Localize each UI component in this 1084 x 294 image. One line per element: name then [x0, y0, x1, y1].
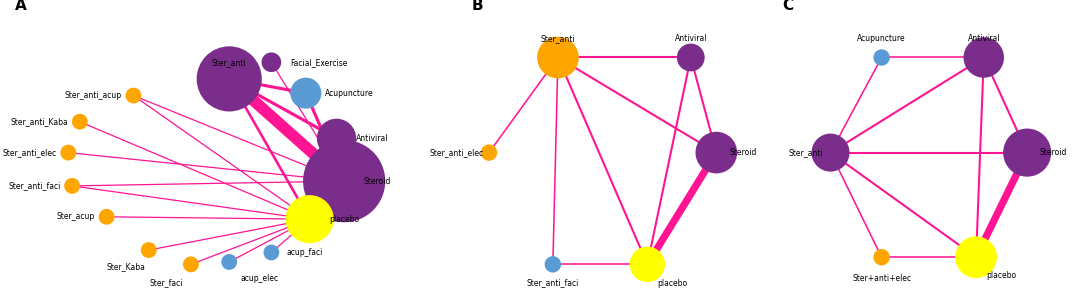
Point — [60, 150, 77, 155]
Text: Acupuncture: Acupuncture — [857, 34, 906, 43]
Text: A: A — [15, 0, 27, 13]
Point — [72, 119, 89, 124]
Point — [140, 248, 157, 253]
Text: acup_elec: acup_elec — [241, 274, 279, 283]
Text: Steroid: Steroid — [1040, 148, 1068, 157]
Text: Ster_faci: Ster_faci — [150, 279, 183, 288]
Text: Ster_anti: Ster_anti — [541, 34, 576, 43]
Text: Ster_anti: Ster_anti — [211, 58, 246, 67]
Point — [125, 93, 142, 98]
Point — [873, 255, 890, 260]
Text: Ster_anti_faci: Ster_anti_faci — [527, 279, 579, 288]
Point — [544, 262, 562, 267]
Text: Ster_anti_elec: Ster_anti_elec — [2, 148, 56, 157]
Point — [976, 55, 993, 60]
Text: Ster_acup: Ster_acup — [56, 212, 95, 221]
Point — [262, 60, 280, 65]
Point — [262, 250, 280, 255]
Point — [480, 150, 498, 155]
Point — [64, 183, 81, 188]
Point — [682, 55, 699, 60]
Point — [1019, 150, 1036, 155]
Point — [638, 262, 656, 267]
Point — [822, 150, 839, 155]
Text: Ster_anti_Kaba: Ster_anti_Kaba — [11, 117, 68, 126]
Point — [873, 55, 890, 60]
Point — [708, 150, 725, 155]
Point — [550, 55, 567, 60]
Point — [98, 214, 115, 219]
Point — [327, 136, 345, 141]
Point — [182, 262, 199, 267]
Text: C: C — [783, 0, 793, 13]
Text: Acupuncture: Acupuncture — [325, 89, 374, 98]
Text: Facial_Exercise: Facial_Exercise — [291, 58, 348, 67]
Text: Ster_anti: Ster_anti — [788, 148, 823, 157]
Text: Antiviral: Antiviral — [674, 34, 707, 43]
Text: Ster_anti_elec: Ster_anti_elec — [429, 148, 483, 157]
Text: Ster_anti_acup: Ster_anti_acup — [65, 91, 121, 100]
Text: Antiviral: Antiviral — [968, 34, 1001, 43]
Point — [967, 255, 984, 260]
Text: acup_faci: acup_faci — [286, 248, 323, 257]
Text: placebo: placebo — [328, 215, 359, 224]
Point — [220, 260, 237, 264]
Text: Ster+anti+elec: Ster+anti+elec — [852, 274, 912, 283]
Text: Ster_anti_faci: Ster_anti_faci — [9, 181, 61, 191]
Text: placebo: placebo — [658, 279, 687, 288]
Point — [297, 91, 314, 96]
Text: B: B — [472, 0, 483, 13]
Point — [335, 179, 352, 183]
Point — [220, 76, 237, 81]
Text: Steroid: Steroid — [730, 148, 757, 157]
Text: Steroid: Steroid — [363, 177, 390, 186]
Text: Antiviral: Antiviral — [356, 134, 388, 143]
Text: placebo: placebo — [986, 271, 1017, 280]
Text: Ster_Kaba: Ster_Kaba — [106, 262, 145, 271]
Point — [301, 217, 319, 221]
